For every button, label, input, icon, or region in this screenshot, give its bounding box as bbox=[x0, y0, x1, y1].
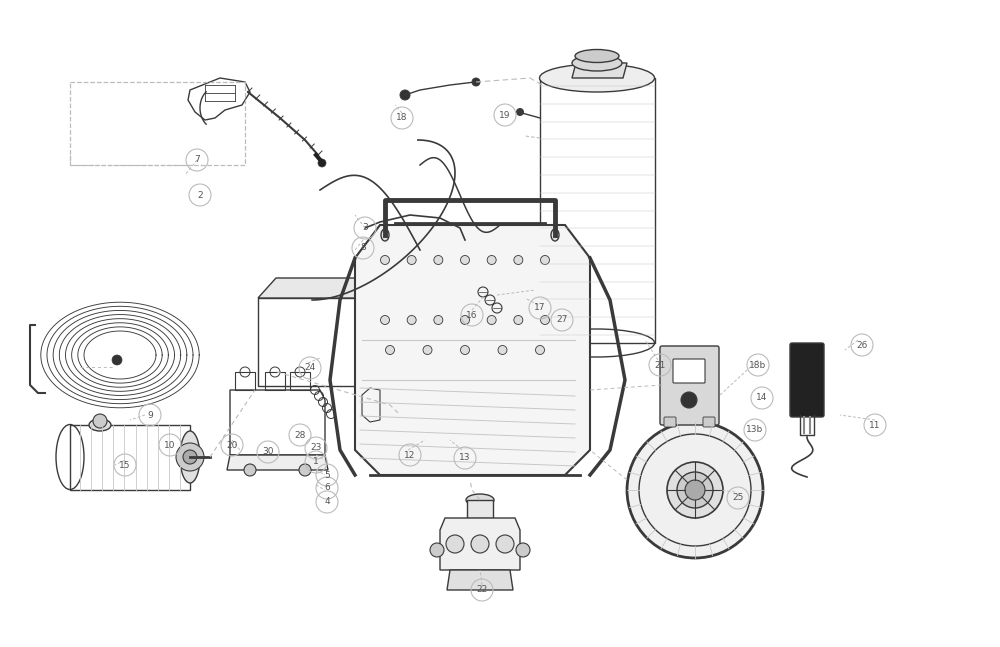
Text: 9: 9 bbox=[147, 410, 153, 419]
Text: 4: 4 bbox=[324, 498, 330, 507]
Circle shape bbox=[176, 443, 204, 471]
Text: 1: 1 bbox=[313, 457, 319, 466]
Circle shape bbox=[514, 316, 523, 325]
Ellipse shape bbox=[575, 50, 619, 63]
Text: 11: 11 bbox=[869, 421, 881, 430]
Polygon shape bbox=[258, 278, 381, 298]
Ellipse shape bbox=[551, 229, 559, 241]
Polygon shape bbox=[572, 63, 627, 78]
Circle shape bbox=[460, 256, 470, 265]
Circle shape bbox=[677, 472, 713, 508]
Circle shape bbox=[536, 345, 544, 355]
Circle shape bbox=[498, 345, 507, 355]
Ellipse shape bbox=[180, 431, 200, 483]
Circle shape bbox=[471, 535, 489, 553]
Circle shape bbox=[380, 316, 390, 325]
Ellipse shape bbox=[540, 64, 654, 92]
Circle shape bbox=[487, 316, 496, 325]
Text: 21: 21 bbox=[654, 360, 666, 369]
Text: 20: 20 bbox=[226, 441, 238, 450]
Text: 27: 27 bbox=[556, 316, 568, 325]
Polygon shape bbox=[440, 518, 520, 570]
Circle shape bbox=[93, 414, 107, 428]
Text: 30: 30 bbox=[262, 448, 274, 457]
Polygon shape bbox=[227, 455, 328, 470]
Text: 23: 23 bbox=[310, 443, 322, 452]
Ellipse shape bbox=[89, 419, 111, 431]
Text: 10: 10 bbox=[164, 441, 176, 450]
Circle shape bbox=[183, 450, 197, 464]
Text: 25: 25 bbox=[732, 494, 744, 503]
FancyBboxPatch shape bbox=[703, 417, 715, 427]
Text: 18b: 18b bbox=[749, 360, 767, 369]
Circle shape bbox=[430, 543, 444, 557]
FancyBboxPatch shape bbox=[660, 346, 719, 425]
Polygon shape bbox=[363, 278, 381, 386]
Circle shape bbox=[487, 256, 496, 265]
Text: 19: 19 bbox=[499, 111, 511, 120]
Text: 16: 16 bbox=[466, 311, 478, 320]
FancyBboxPatch shape bbox=[790, 343, 824, 417]
Ellipse shape bbox=[466, 494, 494, 506]
Text: 22: 22 bbox=[476, 586, 488, 595]
Text: 26: 26 bbox=[856, 340, 868, 349]
Polygon shape bbox=[355, 225, 590, 475]
Polygon shape bbox=[447, 570, 513, 590]
Ellipse shape bbox=[361, 320, 381, 334]
Circle shape bbox=[496, 535, 514, 553]
Ellipse shape bbox=[357, 316, 385, 338]
Circle shape bbox=[434, 256, 443, 265]
Text: 17: 17 bbox=[534, 303, 546, 313]
Ellipse shape bbox=[572, 55, 622, 71]
Text: 18: 18 bbox=[396, 113, 408, 122]
Circle shape bbox=[472, 78, 480, 86]
Circle shape bbox=[685, 480, 705, 500]
Circle shape bbox=[460, 316, 470, 325]
Text: 6: 6 bbox=[324, 483, 330, 492]
Text: 12: 12 bbox=[404, 450, 416, 459]
Circle shape bbox=[318, 159, 326, 167]
Circle shape bbox=[540, 256, 550, 265]
Circle shape bbox=[516, 543, 530, 557]
Circle shape bbox=[380, 256, 390, 265]
Circle shape bbox=[460, 345, 470, 355]
Circle shape bbox=[386, 345, 394, 355]
Text: 13: 13 bbox=[459, 454, 471, 463]
Circle shape bbox=[681, 392, 697, 408]
Circle shape bbox=[446, 535, 464, 553]
Circle shape bbox=[407, 256, 416, 265]
Circle shape bbox=[112, 355, 122, 365]
Circle shape bbox=[667, 462, 723, 518]
Text: 8: 8 bbox=[360, 243, 366, 252]
Circle shape bbox=[423, 345, 432, 355]
Text: 24: 24 bbox=[304, 364, 316, 373]
Text: 28: 28 bbox=[294, 430, 306, 439]
Text: 15: 15 bbox=[119, 461, 131, 470]
Circle shape bbox=[516, 108, 524, 116]
Circle shape bbox=[627, 422, 763, 558]
Circle shape bbox=[244, 464, 256, 476]
Circle shape bbox=[434, 316, 443, 325]
Circle shape bbox=[400, 90, 410, 100]
Text: 13b: 13b bbox=[746, 426, 764, 435]
Text: 14: 14 bbox=[756, 393, 768, 402]
Ellipse shape bbox=[381, 229, 389, 241]
Circle shape bbox=[299, 464, 311, 476]
Circle shape bbox=[540, 316, 550, 325]
FancyBboxPatch shape bbox=[664, 417, 676, 427]
Circle shape bbox=[407, 316, 416, 325]
FancyBboxPatch shape bbox=[673, 359, 705, 383]
Text: 7: 7 bbox=[194, 155, 200, 164]
Circle shape bbox=[514, 256, 523, 265]
Text: 5: 5 bbox=[324, 470, 330, 479]
Text: 3: 3 bbox=[362, 223, 368, 232]
Polygon shape bbox=[467, 500, 493, 518]
Text: 2: 2 bbox=[197, 190, 203, 199]
